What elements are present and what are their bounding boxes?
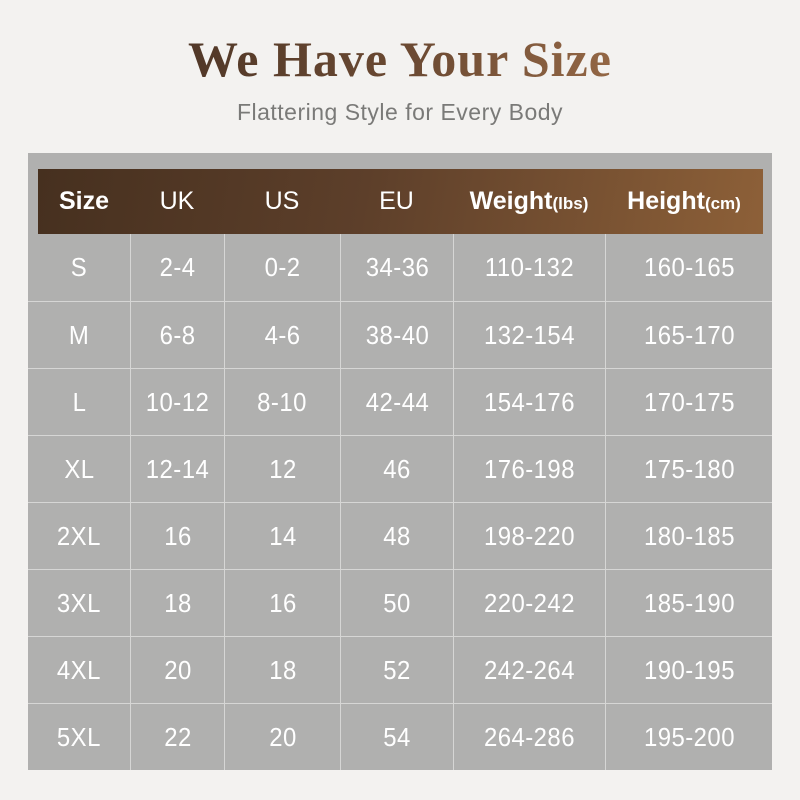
value-cell: 170-175	[605, 369, 772, 435]
value-cell: 38-40	[340, 302, 453, 368]
column-header-eu: EU	[379, 187, 414, 215]
size-label-cell: 4XL	[57, 654, 101, 685]
table-body: S 2-4 0-2 34-36 110-132 160-165 M 6-8 4-6 38-40 13…	[28, 234, 772, 770]
table-row: 4XL 20 18 52 242-264 190-195	[28, 636, 772, 703]
value-cell: 0-2	[224, 234, 340, 301]
column-header-weight: Weight(lbs)	[469, 187, 589, 215]
value-cell: 18	[130, 570, 224, 636]
value-cell: 165-170	[605, 302, 772, 368]
value-cell: 160-165	[605, 234, 772, 301]
value-cell: 175-180	[605, 436, 772, 502]
value-cell: 20	[224, 704, 340, 770]
value-cell: 52	[340, 637, 453, 703]
column-header-us: US	[264, 187, 300, 215]
size-label-cell: 3XL	[57, 587, 101, 618]
table-row: 3XL 18 16 50 220-242 185-190	[28, 569, 772, 636]
page-title: We Have Your Size	[188, 31, 612, 87]
value-cell: 180-185	[605, 503, 772, 569]
value-cell: 34-36	[340, 234, 453, 301]
value-cell: 42-44	[340, 369, 453, 435]
size-chart-table: Size UK US EU Weight(lbs) Height(cm) S 2-4 0-2 3…	[28, 153, 772, 770]
value-cell: 12-14	[130, 436, 224, 502]
table-row: 5XL 22 20 54 264-286 195-200	[28, 703, 772, 770]
value-cell: 198-220	[453, 503, 605, 569]
column-header-uk: UK	[159, 187, 195, 215]
value-cell: 110-132	[453, 234, 605, 301]
value-cell: 14	[224, 503, 340, 569]
value-cell: 6-8	[130, 302, 224, 368]
value-cell: 50	[340, 570, 453, 636]
table-row: S 2-4 0-2 34-36 110-132 160-165	[28, 234, 772, 301]
size-label-cell: S	[70, 252, 88, 282]
value-cell: 10-12	[130, 369, 224, 435]
table-header-row: Size UK US EU Weight(lbs) Height(cm)	[38, 169, 763, 234]
value-cell: 18	[224, 637, 340, 703]
page-subtitle: Flattering Style for Every Body	[236, 99, 564, 125]
value-cell: 22	[130, 704, 224, 770]
table-row: 2XL 16 14 48 198-220 180-185	[28, 502, 772, 569]
value-cell: 16	[224, 570, 340, 636]
value-cell: 154-176	[453, 369, 605, 435]
value-cell: 20	[130, 637, 224, 703]
value-cell: 2-4	[130, 234, 224, 301]
table-row: M 6-8 4-6 38-40 132-154 165-170	[28, 301, 772, 368]
column-header-size: Size	[58, 187, 110, 215]
value-cell: 264-286	[453, 704, 605, 770]
size-label-cell: XL	[63, 453, 95, 484]
value-cell: 132-154	[453, 302, 605, 368]
size-label-cell: M	[68, 319, 90, 350]
hero-section: We Have Your Size Flattering Style for E…	[0, 0, 800, 126]
value-cell: 4-6	[224, 302, 340, 368]
size-label-cell: 2XL	[57, 520, 101, 551]
value-cell: 12	[224, 436, 340, 502]
value-cell: 16	[130, 503, 224, 569]
table-row: XL 12-14 12 46 176-198 175-180	[28, 435, 772, 502]
value-cell: 190-195	[605, 637, 772, 703]
value-cell: 195-200	[605, 704, 772, 770]
value-cell: 54	[340, 704, 453, 770]
value-cell: 48	[340, 503, 453, 569]
value-cell: 176-198	[453, 436, 605, 502]
column-header-height: Height(cm)	[627, 187, 741, 215]
value-cell: 8-10	[224, 369, 340, 435]
size-label-cell: L	[72, 386, 86, 417]
value-cell: 220-242	[453, 570, 605, 636]
table-row: L 10-12 8-10 42-44 154-176 170-175	[28, 368, 772, 435]
value-cell: 46	[340, 436, 453, 502]
value-cell: 242-264	[453, 637, 605, 703]
value-cell: 185-190	[605, 570, 772, 636]
size-label-cell: 5XL	[57, 721, 101, 752]
